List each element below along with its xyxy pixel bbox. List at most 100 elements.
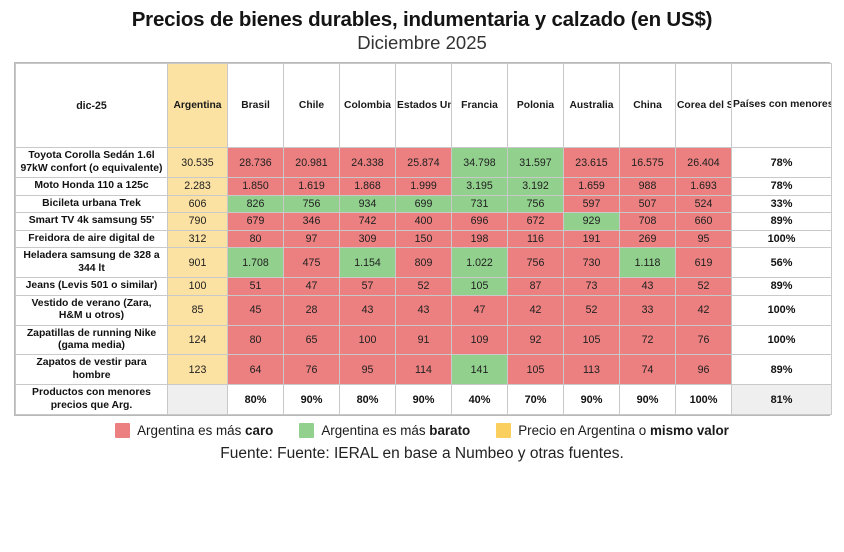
price-cell: 25.874 (395, 147, 452, 179)
column-header-chile: Chile (283, 63, 340, 149)
row-label: Toyota Corolla Sedán 1.6l 97kW confort (… (15, 147, 168, 179)
row-label: Smart TV 4k samsung 55' (15, 212, 168, 231)
price-cell: 52 (395, 277, 452, 296)
table-body: Toyota Corolla Sedán 1.6l 97kW confort (… (15, 147, 832, 416)
title-block: Precios de bienes durables, indumentaria… (0, 0, 844, 54)
price-cell: 1.708 (227, 247, 284, 279)
column-header-estados-unidos: Estados Unidos (395, 63, 452, 149)
column-header-cheaper-countries: Países con menores precios que Arg. (731, 63, 832, 149)
price-cell: 42 (507, 294, 564, 326)
price-cell: 2.283 (167, 177, 228, 196)
footer-percent-cell: 90% (563, 384, 620, 416)
price-cell: 1.154 (339, 247, 396, 279)
price-cell: 28 (283, 294, 340, 326)
price-cell: 100 (339, 324, 396, 356)
price-cell: 730 (563, 247, 620, 279)
price-cell: 28.736 (227, 147, 284, 179)
legend-swatch-icon (496, 423, 512, 439)
price-cell: 1.118 (619, 247, 676, 279)
price-cell: 16.575 (619, 147, 676, 179)
price-cell: 731 (451, 194, 508, 214)
column-header-francia: Francia (451, 63, 508, 149)
column-header-australia: Australia (563, 63, 620, 149)
row-label: Bicileta urbana Trek (15, 194, 168, 214)
page-subtitle: Diciembre 2025 (357, 32, 487, 54)
price-cell: 1.659 (563, 177, 620, 196)
legend-item: Argentina es más barato (299, 423, 471, 439)
table-row: Moto Honda 110 a 125c 2.283 1.850 1.619 1.86… (15, 177, 832, 196)
price-cell: 74 (619, 354, 676, 386)
footer-blank-cell (167, 384, 228, 416)
legend-label: Argentina es más barato (321, 423, 471, 439)
footer-percent-cell: 70% (507, 384, 564, 416)
price-cell: 619 (675, 247, 732, 279)
price-cell: 52 (563, 294, 620, 326)
price-cell: 150 (395, 229, 452, 249)
price-cell: 507 (619, 194, 676, 214)
price-cell: 1.868 (339, 177, 396, 196)
row-summary-percent: 78% (731, 147, 832, 179)
row-summary-percent: 89% (731, 212, 832, 231)
price-cell: 826 (227, 194, 284, 214)
price-cell: 76 (675, 324, 732, 356)
footer-percent-cell: 80% (339, 384, 396, 416)
footer-row-label: Productos con menores precios que Arg. (15, 384, 168, 416)
row-summary-percent: 56% (731, 247, 832, 279)
legend-item: Precio en Argentina o mismo valor (496, 423, 729, 439)
price-cell: 26.404 (675, 147, 732, 179)
price-cell: 1.619 (283, 177, 340, 196)
page-title: Precios de bienes durables, indumentaria… (131, 8, 713, 31)
price-cell: 73 (563, 277, 620, 296)
price-cell: 660 (675, 212, 732, 231)
price-cell: 141 (451, 354, 508, 386)
price-cell: 65 (283, 324, 340, 356)
table-row: Jeans (Levis 501 o similar) 100 51 47 57 52 10… (15, 277, 832, 296)
price-cell: 31.597 (507, 147, 564, 179)
row-summary-percent: 33% (731, 194, 832, 214)
price-cell: 114 (395, 354, 452, 386)
price-cell: 809 (395, 247, 452, 279)
row-summary-percent: 100% (731, 324, 832, 356)
price-cell: 91 (395, 324, 452, 356)
price-cell: 105 (451, 277, 508, 296)
row-label: Heladera samsung de 328 a 344 lt (15, 247, 168, 279)
price-cell: 309 (339, 229, 396, 249)
price-cell: 47 (451, 294, 508, 326)
price-cell: 105 (563, 324, 620, 356)
price-cell: 80 (227, 229, 284, 249)
legend-item: Argentina es más caro (115, 423, 274, 439)
price-cell: 672 (507, 212, 564, 231)
price-cell: 679 (227, 212, 284, 231)
row-summary-percent: 100% (731, 229, 832, 249)
price-cell: 97 (283, 229, 340, 249)
column-header-corea-del-sur: Corea del Sur (675, 63, 732, 149)
table-row: Smart TV 4k samsung 55' 790 679 346 742 400 69… (15, 212, 832, 231)
price-cell: 95 (675, 229, 732, 249)
table-header: dic-25 Argentina Brasil Chile Colombia Estado… (15, 63, 832, 149)
price-cell: 51 (227, 277, 284, 296)
price-cell: 346 (283, 212, 340, 231)
price-cell: 1.693 (675, 177, 732, 196)
column-header-polonia: Polonia (507, 63, 564, 149)
price-cell: 87 (507, 277, 564, 296)
price-cell: 124 (167, 324, 228, 356)
source-note: Fuente: Fuente: IERAL en base a Numbeo y… (220, 445, 624, 463)
price-cell: 191 (563, 229, 620, 249)
price-cell: 756 (507, 194, 564, 214)
price-cell: 47 (283, 277, 340, 296)
price-cell: 109 (451, 324, 508, 356)
price-cell: 475 (283, 247, 340, 279)
row-summary-percent: 78% (731, 177, 832, 196)
column-header-argentina: Argentina (167, 63, 228, 149)
price-cell: 3.192 (507, 177, 564, 196)
price-cell: 606 (167, 194, 228, 214)
price-cell: 43 (339, 294, 396, 326)
price-cell: 929 (563, 212, 620, 231)
row-summary-percent: 89% (731, 354, 832, 386)
table-row: Vestido de verano (Zara, H&M u otros) 85 4… (15, 294, 832, 326)
price-cell: 934 (339, 194, 396, 214)
legend-label: Argentina es más caro (137, 423, 274, 439)
price-cell: 43 (619, 277, 676, 296)
row-label: Zapatos de vestir para hombre (15, 354, 168, 386)
price-cell: 43 (395, 294, 452, 326)
